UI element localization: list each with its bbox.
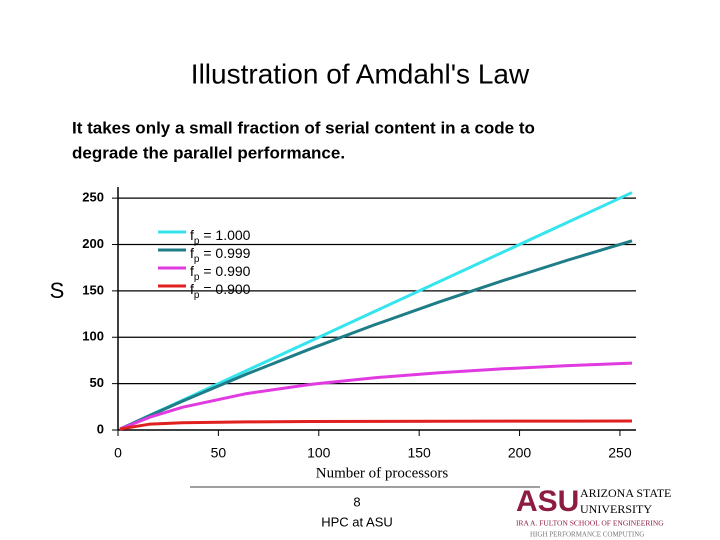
- logo-text: IRA A. FULTON SCHOOL OF ENGINEERING: [516, 519, 664, 528]
- footer-text: HPC at ASU: [321, 514, 393, 529]
- series-line: [119, 239, 633, 431]
- x-tick-label: 50: [211, 445, 227, 461]
- y-tick-label: 0: [97, 421, 104, 436]
- logo-text: HIGH PERFORMANCE COMPUTING: [530, 531, 644, 539]
- x-tick-label: 150: [407, 445, 431, 461]
- legend-label: fp = 1.000: [190, 227, 251, 247]
- series-line: [119, 361, 633, 431]
- logo: ASU ARIZONA STATE UNIVERSITY IRA A. FULT…: [516, 485, 671, 539]
- subtitle-line: It takes only a small fraction of serial…: [72, 118, 535, 137]
- logo-mark: ASU: [516, 485, 579, 518]
- y-tick-label: 200: [82, 236, 104, 251]
- slide-title: Illustration of Amdahl's Law: [191, 58, 530, 89]
- y-tick-label: 150: [82, 282, 104, 297]
- legend-label: fp = 0.990: [190, 263, 251, 283]
- legend-label: fp = 0.900: [190, 281, 251, 301]
- y-axis-label: S: [50, 278, 65, 303]
- x-axis-label: Number of processors: [316, 465, 449, 481]
- logo-text: UNIVERSITY: [580, 502, 652, 516]
- page-number: 8: [353, 494, 360, 509]
- series-line: [119, 419, 632, 431]
- y-tick-label: 250: [82, 190, 104, 205]
- subtitle-line: degrade the parallel performance.: [72, 143, 345, 162]
- legend-label: fp = 0.999: [190, 245, 251, 265]
- y-tick-label: 50: [90, 375, 104, 390]
- x-tick-label: 250: [608, 445, 632, 461]
- x-tick-label: 0: [114, 445, 122, 461]
- logo-text: ARIZONA STATE: [580, 486, 671, 500]
- y-tick-label: 100: [82, 329, 104, 344]
- x-tick-label: 200: [508, 445, 532, 461]
- x-tick-label: 100: [307, 445, 331, 461]
